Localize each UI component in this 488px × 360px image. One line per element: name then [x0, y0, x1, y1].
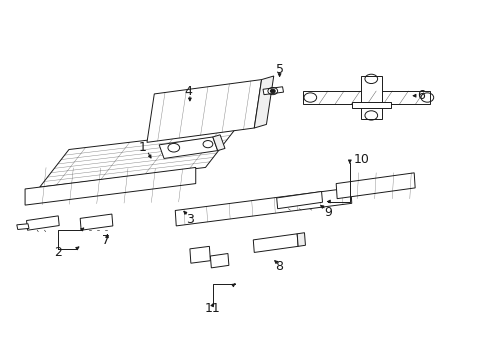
Text: 10: 10 [353, 153, 369, 166]
Polygon shape [276, 192, 322, 209]
Polygon shape [253, 234, 298, 252]
Text: 1: 1 [139, 141, 147, 154]
Circle shape [270, 89, 275, 93]
Polygon shape [147, 80, 261, 142]
Text: 7: 7 [102, 234, 109, 247]
Polygon shape [351, 102, 390, 108]
Polygon shape [25, 167, 195, 205]
Text: 2: 2 [54, 246, 62, 259]
Polygon shape [335, 173, 414, 199]
Polygon shape [297, 233, 305, 246]
Polygon shape [26, 216, 59, 230]
Text: 11: 11 [204, 302, 220, 315]
Text: 3: 3 [185, 213, 193, 226]
Text: 4: 4 [184, 85, 192, 98]
Polygon shape [175, 188, 351, 226]
Polygon shape [189, 246, 210, 263]
Polygon shape [159, 137, 217, 158]
Polygon shape [303, 91, 429, 104]
Polygon shape [40, 130, 234, 187]
Polygon shape [254, 76, 273, 128]
Polygon shape [212, 135, 224, 150]
Polygon shape [263, 87, 283, 95]
Polygon shape [360, 76, 381, 119]
Text: 6: 6 [416, 89, 424, 102]
Polygon shape [210, 253, 228, 268]
Polygon shape [80, 214, 113, 230]
Text: 8: 8 [274, 260, 282, 273]
Text: 5: 5 [275, 63, 283, 76]
Polygon shape [17, 224, 29, 229]
Text: 9: 9 [324, 206, 332, 219]
